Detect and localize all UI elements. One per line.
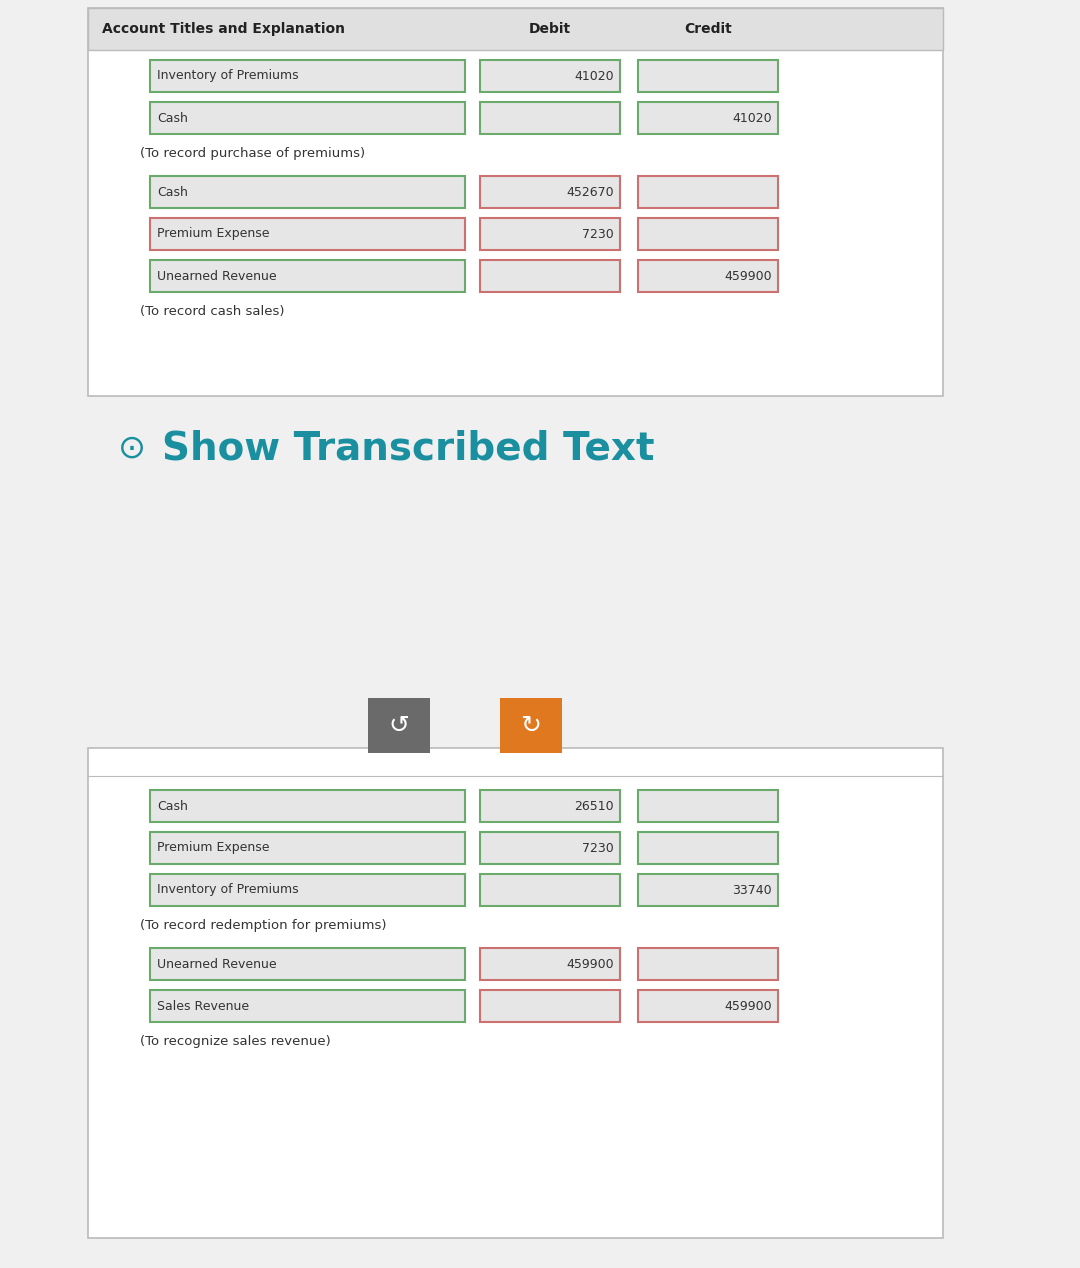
FancyBboxPatch shape (480, 260, 620, 292)
Text: Sales Revenue: Sales Revenue (157, 999, 249, 1013)
FancyBboxPatch shape (150, 948, 465, 980)
FancyBboxPatch shape (480, 874, 620, 907)
FancyBboxPatch shape (638, 60, 778, 93)
Text: 41020: 41020 (575, 70, 615, 82)
FancyBboxPatch shape (638, 176, 778, 208)
FancyBboxPatch shape (150, 101, 465, 134)
Text: 459900: 459900 (725, 270, 772, 283)
Text: 33740: 33740 (732, 884, 772, 896)
Text: 7230: 7230 (582, 842, 615, 855)
FancyBboxPatch shape (638, 101, 778, 134)
Text: (To record purchase of premiums): (To record purchase of premiums) (140, 147, 365, 161)
Text: Unearned Revenue: Unearned Revenue (157, 270, 276, 283)
Text: 26510: 26510 (575, 800, 615, 813)
Text: ↺: ↺ (389, 714, 409, 738)
FancyBboxPatch shape (500, 697, 562, 753)
FancyBboxPatch shape (150, 832, 465, 864)
FancyBboxPatch shape (150, 874, 465, 907)
FancyBboxPatch shape (150, 176, 465, 208)
Text: (To recognize sales revenue): (To recognize sales revenue) (140, 1036, 330, 1049)
Text: Account Titles and Explanation: Account Titles and Explanation (102, 22, 345, 36)
Text: Inventory of Premiums: Inventory of Premiums (157, 884, 299, 896)
Text: Cash: Cash (157, 112, 188, 124)
Text: 41020: 41020 (732, 112, 772, 124)
FancyBboxPatch shape (638, 990, 778, 1022)
Text: 7230: 7230 (582, 227, 615, 241)
Text: Cash: Cash (157, 185, 188, 199)
Text: 452670: 452670 (566, 185, 615, 199)
FancyBboxPatch shape (480, 948, 620, 980)
FancyBboxPatch shape (480, 60, 620, 93)
Text: Inventory of Premiums: Inventory of Premiums (157, 70, 299, 82)
FancyBboxPatch shape (480, 101, 620, 134)
FancyBboxPatch shape (638, 260, 778, 292)
Text: Unearned Revenue: Unearned Revenue (157, 957, 276, 970)
FancyBboxPatch shape (150, 218, 465, 250)
FancyBboxPatch shape (87, 8, 943, 49)
Text: (To record redemption for premiums): (To record redemption for premiums) (140, 919, 387, 932)
FancyBboxPatch shape (87, 8, 943, 396)
FancyBboxPatch shape (87, 748, 943, 1238)
FancyBboxPatch shape (638, 948, 778, 980)
Text: Premium Expense: Premium Expense (157, 842, 270, 855)
Text: Credit: Credit (684, 22, 732, 36)
FancyBboxPatch shape (480, 990, 620, 1022)
Text: Debit: Debit (529, 22, 571, 36)
FancyBboxPatch shape (150, 260, 465, 292)
FancyBboxPatch shape (368, 697, 430, 753)
Text: Premium Expense: Premium Expense (157, 227, 270, 241)
FancyBboxPatch shape (638, 874, 778, 907)
Text: Show Transcribed Text: Show Transcribed Text (162, 429, 654, 467)
FancyBboxPatch shape (480, 218, 620, 250)
FancyBboxPatch shape (150, 990, 465, 1022)
Text: 459900: 459900 (725, 999, 772, 1013)
Text: ↻: ↻ (521, 714, 541, 738)
FancyBboxPatch shape (480, 790, 620, 822)
FancyBboxPatch shape (150, 790, 465, 822)
FancyBboxPatch shape (638, 832, 778, 864)
Text: 459900: 459900 (566, 957, 615, 970)
FancyBboxPatch shape (638, 218, 778, 250)
FancyBboxPatch shape (480, 176, 620, 208)
FancyBboxPatch shape (638, 790, 778, 822)
Text: Cash: Cash (157, 800, 188, 813)
FancyBboxPatch shape (150, 60, 465, 93)
FancyBboxPatch shape (480, 832, 620, 864)
Text: ⊙: ⊙ (118, 431, 146, 464)
Text: (To record cash sales): (To record cash sales) (140, 306, 284, 318)
